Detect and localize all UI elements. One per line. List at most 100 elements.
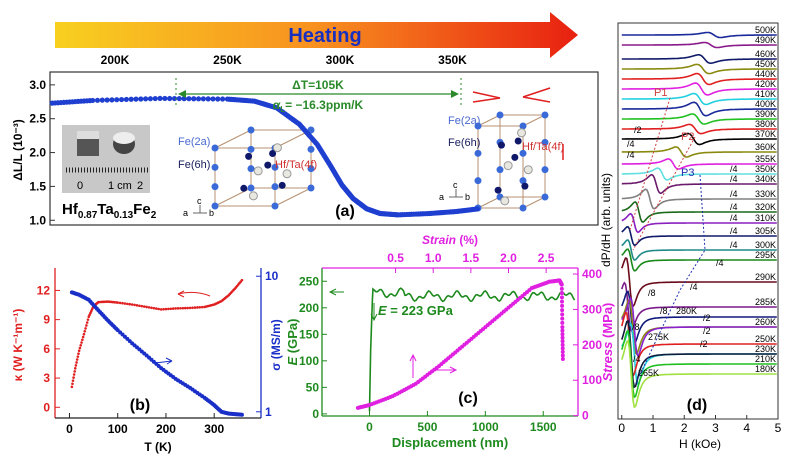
- data-point-stress: [560, 308, 565, 313]
- curve-label: 300K: [755, 240, 776, 250]
- x-tick-label: 0: [66, 422, 73, 436]
- series-E: [368, 287, 576, 412]
- fe6h-atom: [521, 182, 529, 190]
- data-point: [143, 96, 149, 102]
- fe2a-atom: [541, 138, 549, 146]
- panel-b-label: (b): [130, 397, 150, 414]
- curve-label: 420K: [755, 79, 776, 89]
- data-point-stress: [560, 303, 565, 308]
- x2-tick-label: 0.5: [387, 251, 404, 265]
- data-point-right: [239, 412, 244, 417]
- data-point: [191, 96, 197, 102]
- data-point-stress: [560, 320, 565, 325]
- label-fe2a-left: Fe(2a): [178, 136, 210, 148]
- curve-label: 260K: [755, 317, 776, 327]
- data-point-left: [70, 385, 74, 389]
- data-point: [94, 97, 101, 103]
- data-point: [215, 96, 221, 102]
- data-point: [138, 96, 144, 102]
- curve-300K: [621, 239, 777, 261]
- scale-label: /2: [700, 339, 708, 349]
- heating-tick-label: 350K: [438, 53, 467, 67]
- fe2a-atom: [247, 145, 255, 153]
- label-fe6h-right: Fe(6h): [448, 137, 480, 149]
- data-point: [109, 97, 115, 103]
- data-point: [118, 96, 125, 103]
- fe2a-atom: [496, 166, 504, 174]
- delta-t-label: ΔT=105K: [292, 78, 344, 92]
- curve-label: 230K: [755, 344, 776, 354]
- y2-tick-label: 1: [265, 405, 272, 419]
- curve-label: 370K: [755, 129, 776, 139]
- curve-label: 310K: [755, 213, 776, 223]
- data-point-left: [78, 346, 82, 350]
- data-point-stress: [560, 312, 565, 317]
- peak-guides: [629, 97, 706, 386]
- data-point-left: [80, 341, 83, 344]
- svg-text:c: c: [453, 180, 458, 190]
- data-point: [220, 96, 226, 102]
- curve-290K: [621, 257, 777, 308]
- curve-180K: [621, 339, 777, 409]
- data-point-left: [72, 376, 75, 379]
- curve-label: 360K: [755, 142, 776, 152]
- data-point-left: [126, 302, 129, 306]
- fe6h-atom: [240, 184, 248, 192]
- panel-b-xlabel: T (K): [144, 440, 171, 454]
- data-point-left: [74, 364, 78, 367]
- data-point-left: [73, 367, 77, 370]
- data-point: [474, 206, 480, 212]
- panel-c-xlabel: Displacement (nm): [392, 435, 508, 450]
- curve-label: 340K: [755, 174, 776, 184]
- panel-c-ylabel-left: E (GPa): [285, 319, 300, 366]
- data-point-stress: [560, 299, 565, 304]
- label-fe2a-right: Fe(2a): [448, 115, 480, 127]
- y-tick-label: 0: [43, 400, 50, 414]
- heating-tick-label: 250K: [213, 53, 242, 67]
- data-point: [195, 96, 202, 102]
- data-point-left: [157, 307, 161, 311]
- data-point-left: [181, 306, 185, 310]
- y-tick-label: 1.0: [29, 213, 46, 227]
- data-point-left: [179, 306, 182, 310]
- data-point-stress: [560, 339, 565, 344]
- x2-tick-label: 2.5: [538, 251, 555, 265]
- x-tick-label: 200: [156, 422, 176, 436]
- x-tick-label: 100: [108, 422, 128, 436]
- y-tick-label: 250: [299, 274, 319, 288]
- ruler-label-0: 0: [77, 180, 83, 192]
- compression-arrows-icon: [472, 87, 564, 160]
- data-point: [128, 96, 134, 102]
- data-point-left: [81, 338, 84, 342]
- fe2a-atom: [307, 184, 315, 192]
- curve-400K: [621, 101, 777, 117]
- data-point: [99, 97, 105, 103]
- heating-tick-label: 200K: [101, 53, 130, 67]
- curve-305K: [621, 225, 777, 247]
- curve-420K: [621, 82, 777, 96]
- fe6h-atom: [497, 141, 505, 149]
- data-point-left: [152, 306, 156, 310]
- data-point-left: [130, 303, 134, 306]
- curve-label: 410K: [755, 89, 776, 99]
- hfta-atom: [248, 191, 258, 201]
- data-point: [147, 96, 154, 102]
- scale-label: /4: [730, 202, 738, 212]
- curve-450K: [621, 63, 777, 75]
- fe6h-atom: [278, 181, 286, 189]
- curve-330K: [621, 188, 777, 210]
- axes-glyph-left: ca b: [183, 196, 214, 218]
- label-fe6h-left: Fe(6h): [178, 159, 210, 171]
- data-point-left: [147, 306, 151, 309]
- data-point-left: [86, 318, 90, 321]
- data-point: [133, 96, 139, 102]
- scale-label: /4: [730, 240, 738, 250]
- scale-label: /4: [730, 213, 738, 223]
- curve-label: 180K: [755, 364, 776, 374]
- data-point-stress: [560, 353, 565, 358]
- y2-tick-label: 400: [582, 267, 602, 281]
- curve-320K: [621, 201, 777, 224]
- data-point-left: [72, 373, 76, 376]
